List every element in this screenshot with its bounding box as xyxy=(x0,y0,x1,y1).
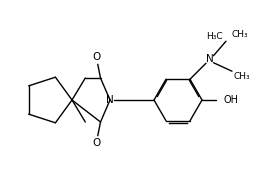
Text: N: N xyxy=(206,54,214,64)
Text: N: N xyxy=(106,95,114,105)
Text: OH: OH xyxy=(224,95,239,105)
Text: CH₃: CH₃ xyxy=(232,30,249,39)
Text: CH₃: CH₃ xyxy=(234,72,251,81)
Text: H₃C: H₃C xyxy=(206,32,223,41)
Text: O: O xyxy=(93,138,101,148)
Text: O: O xyxy=(93,52,101,62)
